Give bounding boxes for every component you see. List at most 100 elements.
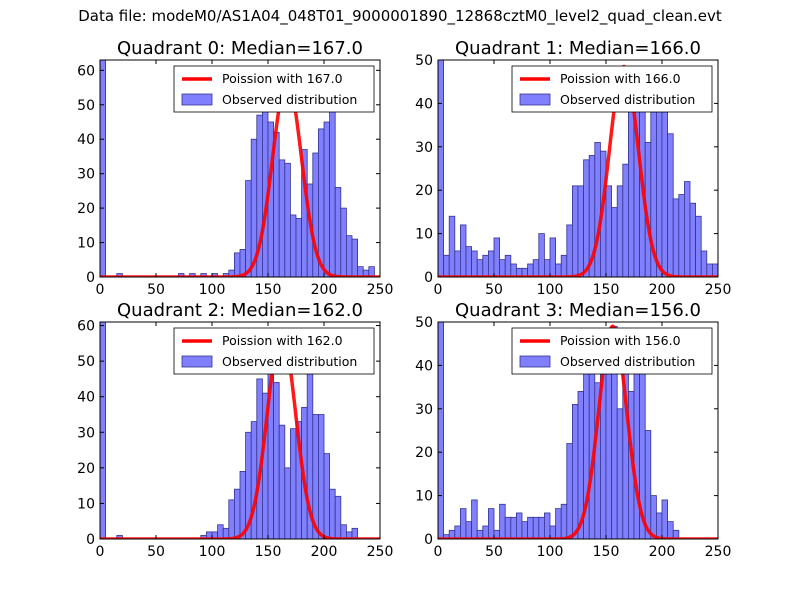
y-tick-label: 30 — [415, 402, 433, 418]
y-tick-label: 30 — [77, 167, 95, 183]
histogram-bar — [273, 382, 280, 539]
histogram-bar — [284, 467, 291, 539]
histogram-bar — [289, 214, 297, 277]
x-tick-label: 100 — [199, 544, 226, 560]
histogram-bar — [510, 516, 517, 539]
histogram-bar — [329, 488, 336, 539]
histogram-bar — [611, 207, 618, 277]
histogram-bar — [667, 521, 674, 539]
x-tick-label: 150 — [593, 544, 620, 560]
histogram-bar — [527, 516, 534, 539]
histogram-bar — [323, 121, 330, 277]
histogram-bar — [217, 524, 224, 539]
axes-frame — [437, 321, 719, 540]
histogram-bar — [555, 508, 562, 539]
legend-label-poisson: Poission with 156.0 — [560, 333, 681, 348]
histogram-bar — [678, 194, 685, 277]
histogram-bar — [329, 104, 336, 277]
histogram-bar — [317, 128, 325, 277]
histogram-bar — [482, 254, 489, 277]
x-tick-label: 0 — [96, 282, 105, 298]
subplot-quadrant-1: Quadrant 1: Median=166.0 0 50 100 150 200 250 0… — [415, 38, 731, 298]
histogram-bar — [334, 495, 342, 539]
histogram-bar — [482, 525, 489, 539]
histogram-bar — [438, 322, 444, 539]
y-tick-label: 0 — [86, 532, 95, 548]
histogram-bar — [672, 198, 680, 277]
histogram-bar — [549, 525, 556, 539]
subplot-title: Quadrant 2: Median=162.0 — [117, 300, 363, 321]
legend-label-poisson: Poission with 166.0 — [560, 71, 681, 86]
legend-bar-swatch — [181, 355, 213, 368]
subplot-title: Quadrant 0: Median=167.0 — [117, 38, 363, 59]
x-tick-label: 100 — [199, 282, 226, 298]
histogram-bar — [465, 521, 472, 539]
histogram-bar — [532, 516, 540, 539]
histogram-bar — [661, 499, 668, 539]
subplot-title: Quadrant 3: Median=156.0 — [455, 300, 701, 321]
poisson-curve — [100, 78, 380, 277]
histogram-bar — [471, 499, 478, 539]
y-tick-label: 0 — [424, 532, 433, 548]
y-tick-label: 10 — [415, 227, 433, 243]
histogram-bar — [340, 207, 347, 277]
legend-label-observed: Observed distribution — [560, 92, 695, 107]
axes-frame — [99, 321, 381, 540]
histogram-bar — [278, 424, 286, 539]
histogram-bar — [340, 524, 347, 539]
legend: Poission with 166.0 Observed distribution — [511, 65, 713, 113]
y-tick-label: 40 — [77, 132, 95, 148]
histogram-bar — [616, 185, 624, 277]
histogram-bar — [504, 516, 512, 539]
histogram-bar — [516, 512, 523, 539]
histogram-bar — [250, 421, 258, 539]
histogram-bar — [684, 181, 691, 277]
histogram-bar — [454, 250, 461, 277]
histogram-bar — [544, 259, 551, 277]
histogram-bar — [289, 428, 297, 539]
legend: Poission with 156.0 Observed distribution — [511, 327, 713, 375]
x-tick-label: 150 — [593, 282, 620, 298]
x-tick-label: 200 — [649, 282, 676, 298]
histogram-bar — [100, 60, 106, 277]
histogram-bar — [706, 263, 713, 277]
histogram-bar — [317, 414, 325, 539]
histogram-bar — [493, 237, 500, 277]
histogram-bar — [538, 516, 545, 539]
figure-suptitle: Data file: modeM0/AS1A04_048T01_90000018… — [78, 7, 722, 25]
histogram-bar — [499, 259, 506, 277]
subplot-quadrant-2: Quadrant 2: Median=162.0 0 50 100 150 200 250 0… — [77, 300, 393, 560]
histogram-bar — [459, 224, 467, 277]
x-tick-label: 150 — [255, 282, 282, 298]
legend-bar-swatch — [181, 93, 213, 106]
y-tick-label: 60 — [77, 63, 95, 79]
y-tick-label: 60 — [77, 319, 95, 335]
x-tick-label: 200 — [311, 282, 338, 298]
histogram-bar — [577, 185, 584, 277]
x-tick-label: 100 — [537, 544, 564, 560]
x-tick-label: 50 — [147, 282, 165, 298]
histogram-bar — [245, 180, 252, 277]
x-tick-label: 250 — [367, 282, 394, 298]
histogram-bar — [594, 142, 601, 277]
histogram-bar — [560, 503, 568, 539]
histogram-bar — [476, 259, 484, 277]
histogram-bar — [544, 512, 551, 539]
histogram-bar — [583, 159, 590, 277]
histogram-bar — [628, 107, 635, 277]
y-tick-label: 30 — [415, 140, 433, 156]
legend-label-poisson: Poission with 162.0 — [222, 333, 343, 348]
x-tick-label: 50 — [485, 544, 503, 560]
subplot-quadrant-3: Quadrant 3: Median=156.0 0 50 100 150 200 250 0… — [415, 300, 731, 560]
histogram-bar — [667, 133, 674, 277]
histogram-bar — [284, 162, 291, 277]
y-tick-label: 40 — [415, 96, 433, 112]
histogram-bar — [459, 508, 467, 539]
histogram-bar — [454, 525, 461, 539]
histogram-bar — [334, 187, 342, 277]
histogram-bar — [656, 103, 663, 277]
histogram-bar — [465, 246, 472, 277]
histogram-bar — [116, 535, 123, 539]
y-tick-label: 20 — [77, 201, 95, 217]
legend-label-poisson: Poission with 167.0 — [222, 71, 343, 86]
